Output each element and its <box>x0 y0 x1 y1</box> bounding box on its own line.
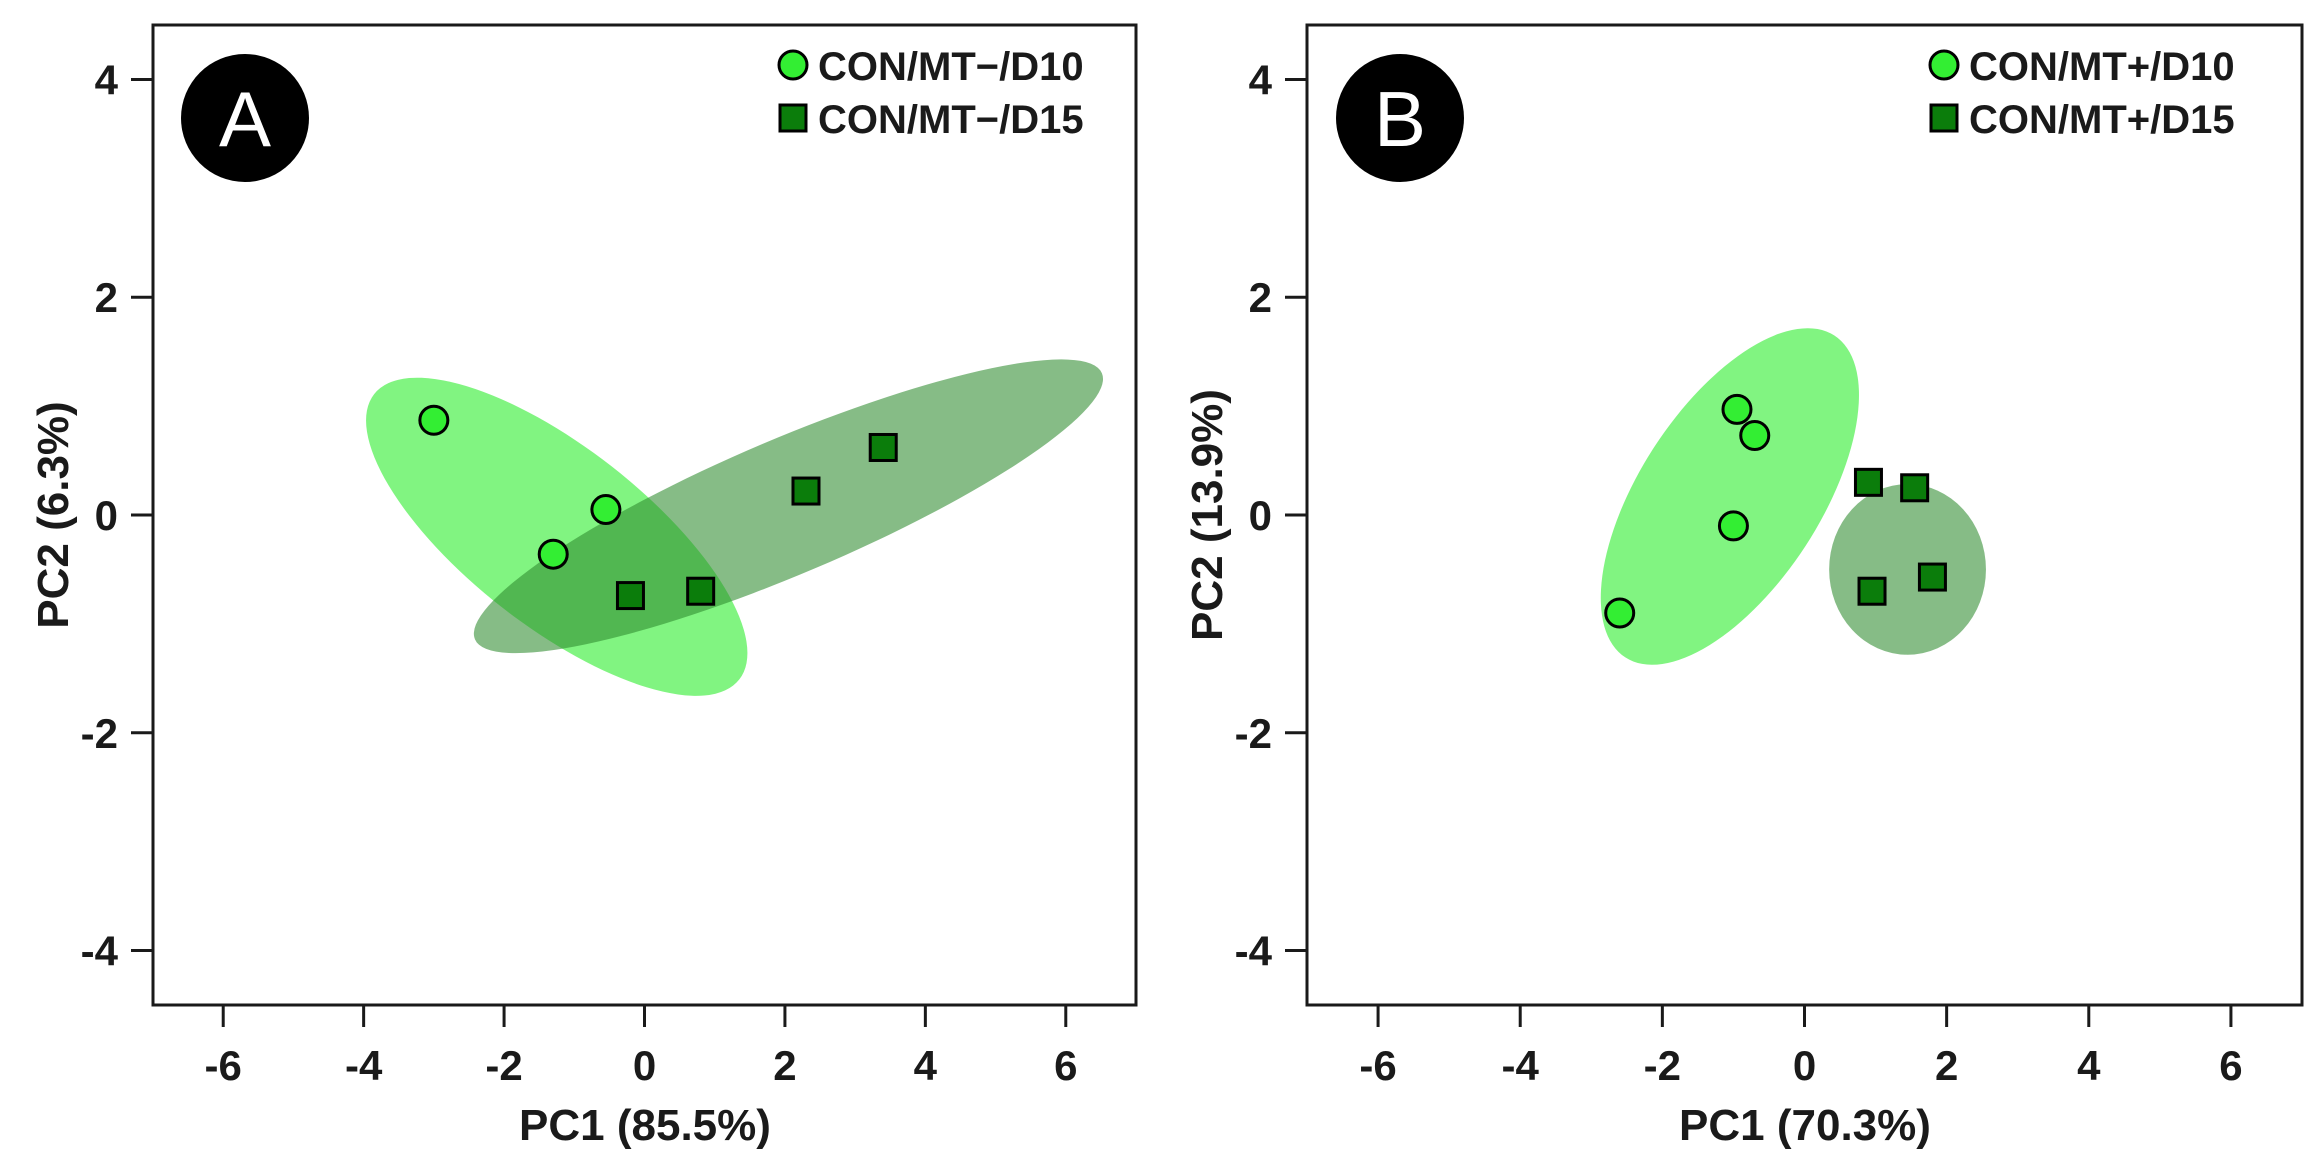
x-tick-label: -2 <box>1644 1042 1681 1089</box>
confidence-ellipse <box>473 359 1104 654</box>
panel-a: -6 -4 -2 0 2 4 6 -4 -2 0 2 4 A CON/MT−/D10 CON/MT−… <box>29 23 1138 1150</box>
legend: CON/MT+/D10 CON/MT+/D15 <box>1928 45 2235 142</box>
x-tick-label: 2 <box>1935 1042 1958 1089</box>
legend-marker-circle <box>777 49 809 81</box>
data-point-circle <box>1739 420 1771 452</box>
data-point-circle <box>590 494 622 526</box>
data-point-square <box>1917 562 1947 592</box>
x-tick-label: -4 <box>345 1042 383 1089</box>
data-point-circle <box>1717 510 1749 542</box>
x-tick-label: 6 <box>2219 1042 2242 1089</box>
legend-marker-square <box>1929 103 1959 133</box>
legend-label: CON/MT−/D10 <box>818 45 1084 89</box>
y-axis-title: PC2 (13.9%) <box>1183 389 1232 641</box>
legend-label: CON/MT+/D10 <box>1969 45 2235 89</box>
panel-letter: B <box>1374 75 1426 163</box>
data-point-circle <box>1721 393 1753 425</box>
ellipse-layer <box>366 359 1104 696</box>
x-tick-label: 4 <box>2077 1042 2101 1089</box>
y-tick-label: 4 <box>95 56 119 103</box>
legend-marker-square <box>778 103 808 133</box>
data-point-square <box>1853 467 1883 497</box>
panel-b: -6 -4 -2 0 2 4 6 -4 -2 0 2 4 B CON/MT+/D10 CON/MT+… <box>1183 23 2304 1150</box>
y-axis: -4 -2 0 2 4 <box>1235 56 1307 975</box>
x-tick-label: 0 <box>633 1042 656 1089</box>
panel-letter-badge: B <box>1336 54 1464 182</box>
panel-letter: A <box>219 75 271 163</box>
y-tick-label: -2 <box>81 710 118 757</box>
y-tick-label: 0 <box>95 492 118 539</box>
point-layer <box>1604 393 1947 629</box>
x-axis: -6 -4 -2 0 2 4 6 <box>1359 1005 2243 1089</box>
x-tick-label: 2 <box>773 1042 796 1089</box>
y-tick-label: -4 <box>81 928 119 975</box>
y-tick-label: 0 <box>1249 492 1272 539</box>
x-axis-title: PC1 (70.3%) <box>1679 1101 1931 1150</box>
x-tick-label: 4 <box>914 1042 938 1089</box>
data-point-square <box>791 476 821 506</box>
legend-marker-circle <box>1928 49 1960 81</box>
confidence-ellipse <box>1600 328 1859 665</box>
x-axis: -6 -4 -2 0 2 4 6 <box>205 1005 1077 1089</box>
data-point-square <box>615 581 645 611</box>
panel-letter-badge: A <box>181 54 309 182</box>
x-tick-label: -6 <box>205 1042 242 1089</box>
y-tick-label: 2 <box>95 274 118 321</box>
legend-label: CON/MT−/D15 <box>818 98 1084 142</box>
data-point-square <box>1857 576 1887 606</box>
y-tick-label: 2 <box>1249 274 1272 321</box>
y-tick-label: 4 <box>1249 56 1273 103</box>
x-tick-label: -6 <box>1359 1042 1396 1089</box>
data-point-circle <box>418 404 450 436</box>
y-tick-label: -2 <box>1235 710 1272 757</box>
x-axis-title: PC1 (85.5%) <box>519 1101 771 1150</box>
y-axis: -4 -2 0 2 4 <box>81 56 153 975</box>
y-axis-title: PC2 (6.3%) <box>29 401 78 628</box>
x-tick-label: 0 <box>1793 1042 1816 1089</box>
data-point-circle <box>1604 597 1636 629</box>
data-point-square <box>868 432 898 462</box>
legend-label: CON/MT+/D15 <box>1969 98 2235 142</box>
point-layer <box>418 404 898 611</box>
legend: CON/MT−/D10 CON/MT−/D15 <box>777 45 1084 142</box>
x-tick-label: 6 <box>1054 1042 1077 1089</box>
data-point-circle <box>537 538 569 570</box>
ellipse-layer <box>1600 328 1986 665</box>
x-tick-label: -2 <box>485 1042 522 1089</box>
y-tick-label: -4 <box>1235 928 1273 975</box>
confidence-ellipse <box>1829 484 1986 655</box>
data-point-square <box>686 576 716 606</box>
x-tick-label: -4 <box>1502 1042 1540 1089</box>
data-point-square <box>1900 473 1930 503</box>
